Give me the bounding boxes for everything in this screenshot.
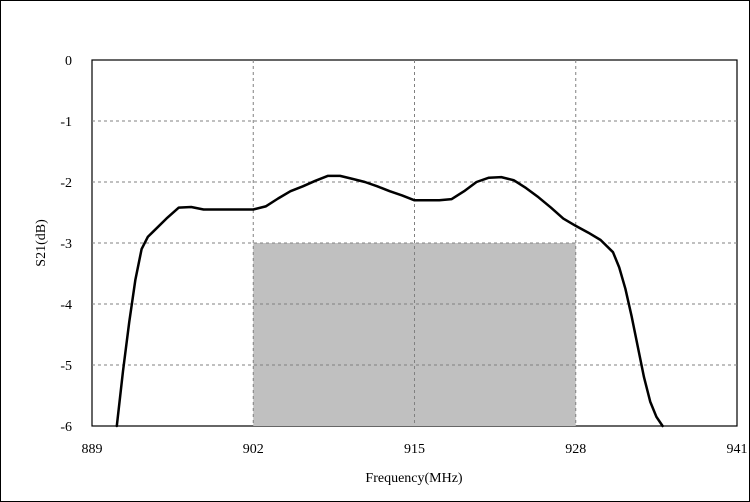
grid-layer (92, 60, 737, 426)
tick-label-layer: 889 902 915 928 941 0 -1 -2 -3 -4 -5 -6 (60, 54, 747, 457)
x-tick-label: 889 (82, 442, 103, 457)
x-tick-label: 902 (243, 442, 264, 457)
series-layer (115, 174, 664, 428)
shaded-region-layer (253, 243, 576, 426)
x-tick-label: 915 (404, 442, 425, 457)
y-tick-label: -1 (60, 115, 72, 130)
y-tick-label: -3 (60, 237, 72, 252)
x-axis-title: Frequency(MHz) (365, 471, 463, 486)
x-tick-label: 941 (727, 442, 748, 457)
y-tick-label: -5 (60, 359, 72, 374)
y-axis-title: S21(dB) (34, 219, 49, 267)
y-tick-label: 0 (65, 54, 72, 69)
y-tick-label: -2 (60, 176, 72, 191)
y-tick-label: -6 (60, 420, 72, 435)
y-tick-label: -4 (60, 298, 72, 313)
x-tick-label: 928 (565, 442, 586, 457)
series-line (115, 174, 664, 428)
shaded-region (253, 243, 576, 426)
